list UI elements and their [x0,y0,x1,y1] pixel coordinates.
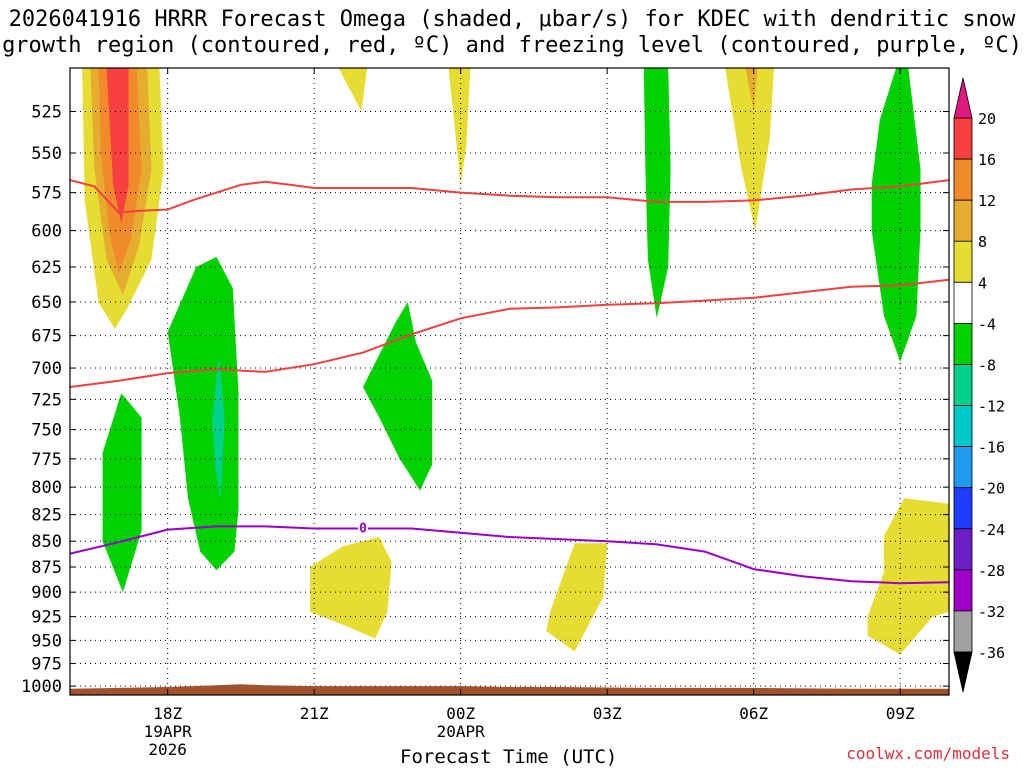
colorbar-label: -28 [978,562,1005,580]
omega-region [102,393,142,593]
colorbar-label: 4 [978,274,987,292]
omega-region [106,68,129,224]
omega-region [448,68,471,185]
omega-region [310,537,392,639]
colorbar-label: -4 [978,315,996,333]
x-axis-title: Forecast Time (UTC) [400,746,618,768]
y-tick-label: 925 [31,608,62,628]
colorbar-bin [953,240,973,283]
colorbar-bin [953,569,973,612]
colorbar-bin [953,199,973,242]
chart-title-line-2: growth region (contoured, red, ºC) and f… [2,33,1022,58]
omega-region [871,68,921,362]
terrain-fill [70,684,949,695]
dgz-contour-line [70,179,949,214]
contour-lines: 0 [70,179,949,585]
terrain-area [70,684,949,695]
y-tick-label: 775 [31,450,62,470]
y-tick-label: 875 [31,558,62,578]
y-tick-label: 550 [31,144,62,164]
colorbar-bin [953,364,973,406]
y-tick-label: 825 [31,506,62,526]
x-tick-label: 03Z [593,704,622,723]
y-tick-label: 675 [31,327,62,347]
omega-region [643,68,671,319]
colorbar-label: -12 [978,398,1005,416]
credit-label[interactable]: coolwx.com/models [846,744,1010,763]
y-tick-label: 750 [31,421,62,441]
plot-frame [69,67,950,696]
colorbar-bin [953,610,973,653]
colorbar-bin [953,322,973,365]
y-tick-label: 725 [31,390,62,410]
y-tick-label: 575 [31,184,62,204]
colorbar-bin [953,117,973,160]
y-tick-label: 950 [31,631,62,651]
colorbar-label: -24 [978,521,1005,539]
chart-title-line-1: 2026041916 HRRR Forecast Omega (shaded, … [8,7,1016,32]
y-tick-label: 700 [31,359,62,379]
omega-region [338,68,368,112]
omega-region [745,68,758,112]
x-tick-label: 06Z [739,704,768,723]
colorbar-label: -20 [978,480,1005,498]
omega-region [212,355,225,501]
colorbar-bottom-triangle [953,651,973,693]
colorbar-bin [953,405,973,447]
freezing-level-label: 0 [359,521,367,536]
y-tick-label: 900 [31,583,62,603]
x-tick-label: 21Z [300,704,329,723]
y-tick-label: 1000 [21,677,62,697]
colorbar-label: -36 [978,644,1005,662]
y-axis: 525 550 575 600 625 650 675 700 725 750 775 800 825 8… [21,103,949,697]
colorbar-label: 8 [978,233,987,251]
colorbar-bin [953,487,973,530]
x-tick-label: 00Z [446,704,475,723]
y-tick-label: 975 [31,655,62,675]
x-tick-date-label: 19APR [144,722,193,741]
omega-region [546,543,608,652]
y-tick-label: 850 [31,532,62,552]
dgz-contour-line [70,278,949,388]
colorbar-label: -16 [978,439,1005,457]
freezing-label-bg [358,520,368,534]
x-tick-date-label: 20APR [437,722,486,741]
x-tick-year-label: 2026 [148,740,187,759]
y-tick-label: 625 [31,258,62,278]
freezing-level-line [70,525,949,585]
colorbar-label: 16 [978,151,996,169]
omega-region [867,498,949,655]
colorbar-bin [953,281,973,324]
y-tick-label: 650 [31,293,62,313]
colorbar-bin [953,446,973,489]
colorbar-label: -8 [978,357,996,375]
colorbar: 20 16 12 8 4 -4 -8 -12 -16 -20 -24 -28 -32 -36 [953,77,1005,693]
colorbar-bin [953,158,973,201]
omega-region [725,68,774,231]
y-tick-label: 800 [31,478,62,498]
omega-region [363,302,433,491]
colorbar-label: 12 [978,192,996,210]
colorbar-label: 20 [978,110,996,128]
y-tick-label: 600 [31,222,62,242]
y-tick-label: 525 [31,103,62,123]
colorbar-top-triangle [953,77,973,119]
x-tick-label: 09Z [886,704,915,723]
colorbar-bin [953,528,973,571]
x-tick-label: 18Z [153,704,182,723]
colorbar-label: -32 [978,603,1005,621]
